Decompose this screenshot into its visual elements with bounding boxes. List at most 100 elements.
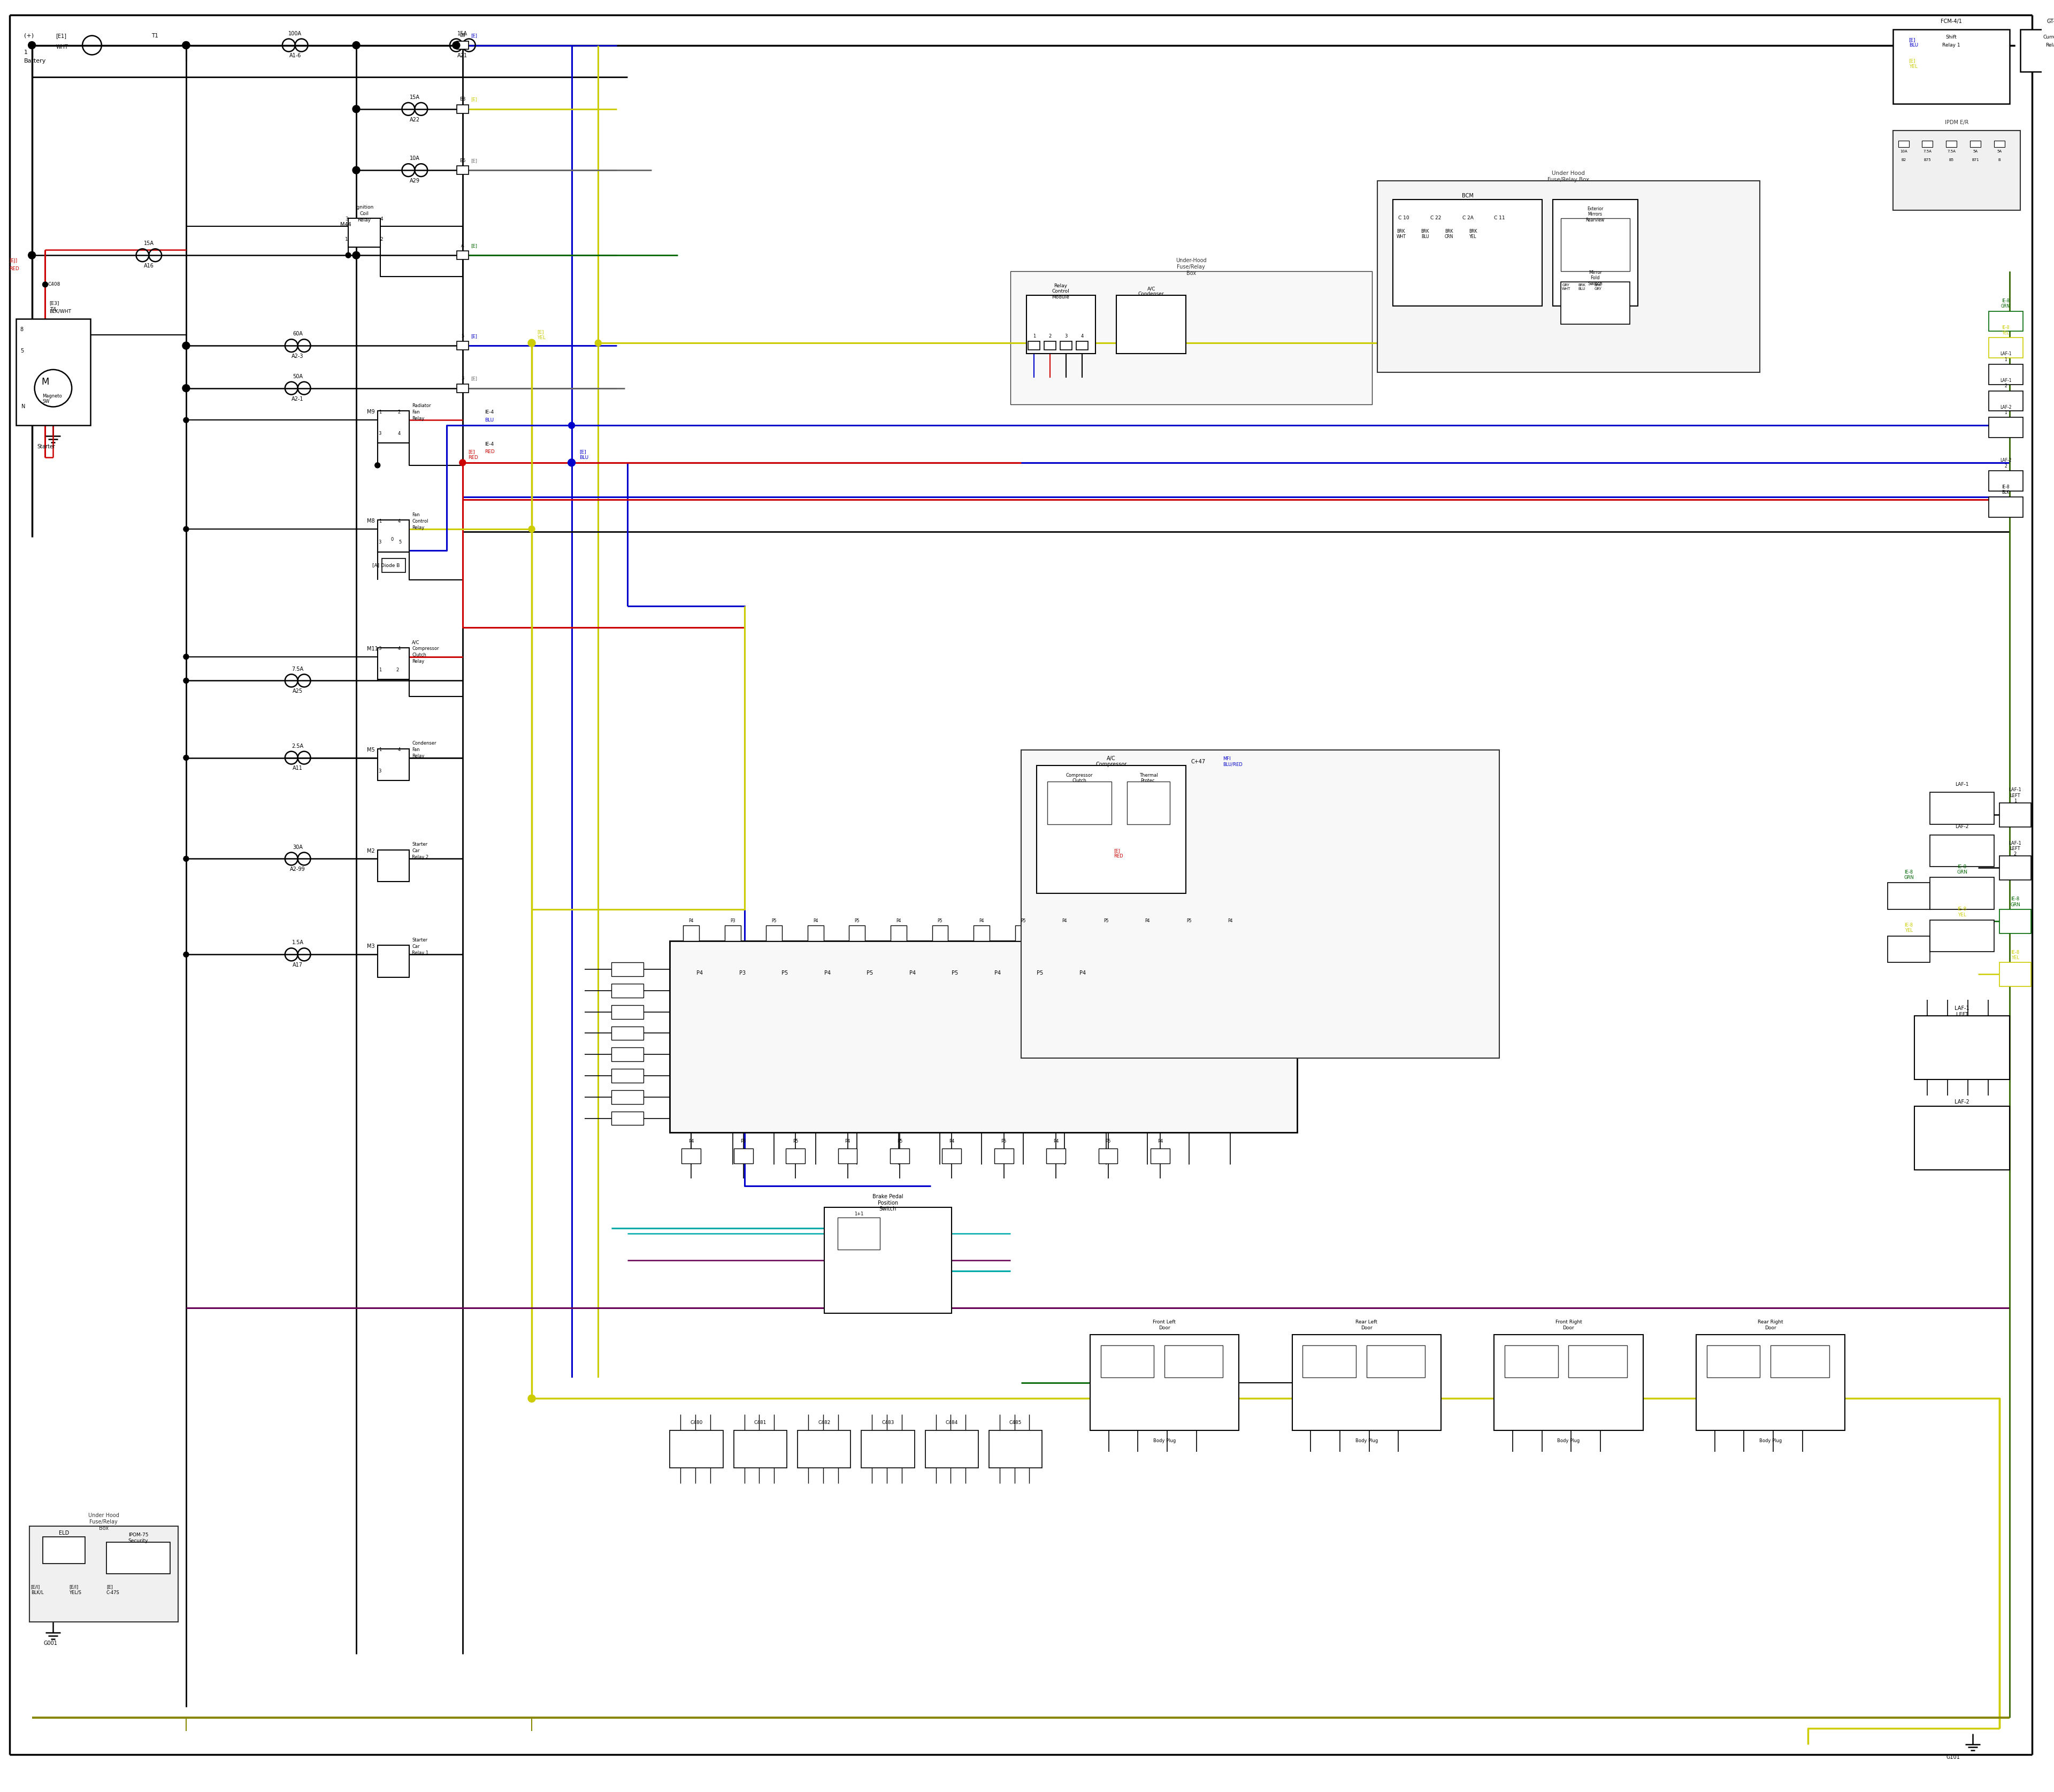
Text: IE-8
YEL: IE-8 YEL [2003, 324, 2009, 335]
Text: ELD: ELD [60, 1530, 70, 1536]
Text: B6: B6 [460, 158, 466, 163]
Text: Relay: Relay [413, 525, 425, 530]
Text: C480: C480 [690, 1419, 702, 1425]
Bar [1970, 142, 1980, 147]
Bar [612, 984, 643, 998]
Text: C485: C485 [1009, 1419, 1021, 1425]
Text: 3: 3 [462, 376, 464, 382]
Text: Relay 1: Relay 1 [1943, 43, 1960, 48]
Bar [1029, 342, 1039, 349]
Text: P5: P5 [1021, 919, 1025, 923]
Bar [1181, 925, 1197, 941]
Text: LAF-1
2: LAF-1 2 [2001, 378, 2011, 389]
Text: C481: C481 [754, 1419, 766, 1425]
Text: 4: 4 [398, 432, 401, 435]
Text: Under Hood
Fuse/Relay Box: Under Hood Fuse/Relay Box [1547, 170, 1590, 183]
Text: LAF-1
LEFT: LAF-1 LEFT [1955, 1005, 1970, 1018]
Circle shape [353, 41, 359, 48]
Text: [E3]: [E3] [49, 301, 60, 305]
Text: C 11: C 11 [1493, 215, 1506, 220]
Text: 5: 5 [21, 348, 23, 353]
Text: A2-99: A2-99 [290, 867, 306, 873]
Text: IPDM E/R: IPDM E/R [1945, 120, 1968, 125]
Text: RED: RED [8, 267, 18, 271]
Text: 10A: 10A [409, 156, 419, 161]
Bar [1165, 1346, 1222, 1378]
Bar [1888, 935, 1931, 962]
Bar [1569, 1346, 1627, 1378]
Text: 3: 3 [345, 217, 349, 222]
Text: 50A: 50A [292, 375, 302, 380]
Text: 5: 5 [462, 333, 464, 339]
Text: T1: T1 [152, 32, 158, 38]
Text: [E]
YEL: [E] YEL [536, 330, 546, 340]
Text: [E]
YEL: [E] YEL [1908, 59, 1916, 70]
Text: P5: P5 [1103, 919, 1109, 923]
Text: 60A: 60A [294, 332, 302, 337]
Circle shape [528, 525, 534, 532]
Text: 1: 1 [378, 668, 382, 672]
Circle shape [183, 677, 189, 683]
Text: M44: M44 [341, 222, 351, 228]
Bar [456, 41, 468, 50]
Text: P4: P4 [1078, 971, 1087, 977]
Text: 10A: 10A [1900, 151, 1908, 152]
Text: Under Hood
Fuse/Relay
Box: Under Hood Fuse/Relay Box [88, 1512, 119, 1530]
Text: P4: P4 [980, 919, 984, 923]
Bar [1376, 181, 1760, 373]
Text: M8: M8 [368, 518, 374, 523]
Text: [E]: [E] [470, 158, 477, 163]
Text: 3: 3 [378, 432, 382, 435]
Circle shape [183, 754, 189, 760]
Text: A11: A11 [294, 765, 302, 771]
Text: Body Plug: Body Plug [1152, 1439, 1175, 1443]
Text: (+): (+) [25, 32, 33, 38]
Text: [A] Diode B: [A] Diode B [372, 563, 401, 568]
Circle shape [43, 281, 47, 287]
Text: BRK
CRN: BRK CRN [1444, 229, 1454, 238]
Text: Brake Pedal
Position
Switch: Brake Pedal Position Switch [873, 1193, 904, 1211]
Text: 7.5A: 7.5A [1923, 151, 1931, 152]
Text: BRK
WHT: BRK WHT [1397, 229, 1405, 238]
Circle shape [29, 251, 35, 260]
Text: 1: 1 [378, 747, 382, 753]
Text: 1: 1 [378, 518, 382, 523]
Text: A/C: A/C [413, 640, 419, 645]
Text: B: B [1999, 158, 2001, 161]
Bar [682, 1149, 700, 1163]
Text: BRK
YEL: BRK YEL [1469, 229, 1477, 238]
Text: C483: C483 [881, 1419, 893, 1425]
Text: 1: 1 [1033, 333, 1035, 339]
Bar [43, 1538, 84, 1563]
Bar [1988, 418, 2023, 437]
Text: 3: 3 [378, 647, 382, 650]
Bar [1931, 878, 1994, 909]
Text: Clutch: Clutch [413, 652, 427, 658]
Bar [378, 849, 409, 882]
Text: Body Plug: Body Plug [1557, 1439, 1580, 1443]
Text: 2: 2 [398, 410, 401, 414]
Bar [378, 410, 409, 443]
Text: P4: P4 [696, 971, 702, 977]
Text: P3: P3 [741, 1138, 746, 1143]
Text: P5: P5 [1105, 1138, 1111, 1143]
Circle shape [183, 385, 189, 392]
Bar [1045, 1149, 1066, 1163]
Text: Starter: Starter [413, 937, 427, 943]
Bar [1988, 496, 2023, 518]
Text: 0: 0 [390, 538, 394, 543]
Bar [1015, 925, 1031, 941]
Bar [1076, 342, 1089, 349]
Text: Relay: Relay [2046, 43, 2054, 48]
Bar [1027, 296, 1095, 353]
Bar [1101, 1346, 1154, 1378]
Bar [378, 749, 409, 781]
Bar [1999, 962, 2031, 986]
Text: Starter: Starter [413, 842, 427, 848]
Circle shape [353, 106, 359, 113]
Text: [E]: [E] [470, 244, 477, 247]
Text: 4: 4 [380, 217, 384, 222]
Bar [612, 962, 643, 977]
Text: P3: P3 [739, 971, 746, 977]
Bar [107, 1543, 170, 1573]
